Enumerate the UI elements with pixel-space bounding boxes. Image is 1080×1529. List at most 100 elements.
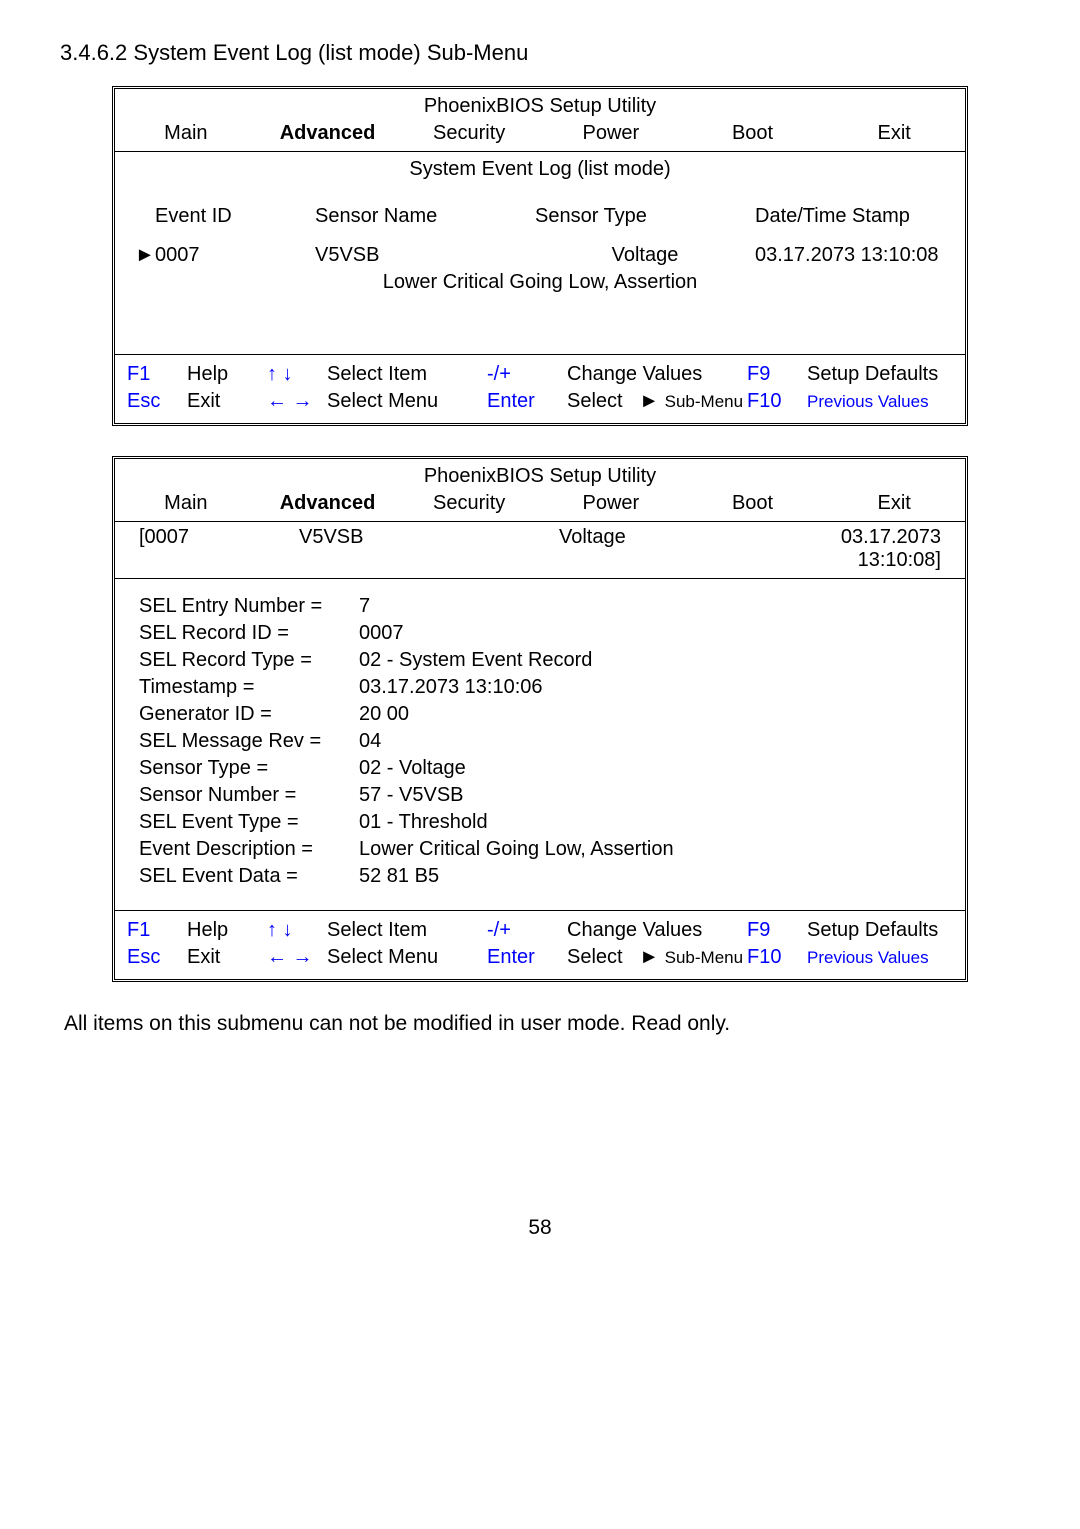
key-f1: F1 (127, 363, 187, 386)
section-heading: 3.4.6.2 System Event Log (list mode) Sub… (60, 40, 1020, 66)
key-arrows-leftright-icon-2: ← → (267, 946, 327, 969)
kv-val: 0007 (359, 620, 941, 647)
kv-val: 52 81 B5 (359, 863, 941, 890)
detail-kv-block: SEL Entry Number =7 SEL Record ID =0007 … (115, 579, 965, 910)
kv-val: 02 - System Event Record (359, 647, 941, 674)
hint-select-item-2: Select Item (327, 919, 487, 942)
kv-key: Generator ID = (139, 701, 359, 728)
hint-submenu-word-2: Sub-Menu (665, 948, 743, 967)
hint-change-values: Change Values (567, 363, 747, 386)
detail-name: V5VSB (299, 526, 519, 572)
event-row[interactable]: ► 0007 V5VSB Voltage 03.17.2073 13:10:08 (115, 238, 965, 271)
key-f10-2: F10 (747, 946, 807, 969)
cell-event-id: 0007 (155, 244, 315, 267)
detail-id: [0007 (139, 526, 299, 572)
key-arrows-leftright-icon: ← → (267, 390, 327, 413)
kv-key: SEL Record ID = (139, 620, 359, 647)
page-number: 58 (60, 1216, 1020, 1240)
submenu-marker-icon: ► (639, 390, 659, 412)
kv-val: 7 (359, 593, 941, 620)
kv-key: SEL Entry Number = (139, 593, 359, 620)
kv-val: 20 00 (359, 701, 941, 728)
kv-key: SEL Event Data = (139, 863, 359, 890)
tab-boot[interactable]: Boot (682, 122, 824, 145)
key-esc: Esc (127, 390, 187, 413)
hint-submenu-word: Sub-Menu (665, 392, 743, 411)
kv-generator-id: Generator ID =20 00 (139, 701, 941, 728)
tab-exit[interactable]: Exit (823, 122, 965, 145)
key-esc-2: Esc (127, 946, 187, 969)
cell-sensor-name: V5VSB (315, 244, 535, 267)
kv-timestamp: Timestamp =03.17.2073 13:10:06 (139, 674, 941, 701)
tab-security-2[interactable]: Security (398, 492, 540, 515)
key-f1-2: F1 (127, 919, 187, 942)
kv-val: 02 - Voltage (359, 755, 941, 782)
kv-sel-record-type: SEL Record Type =02 - System Event Recor… (139, 647, 941, 674)
tab-boot-2[interactable]: Boot (682, 492, 824, 515)
kv-val: 01 - Threshold (359, 809, 941, 836)
hint-change-values-2: Change Values (567, 919, 747, 942)
key-plusminus-2: -/+ (487, 919, 567, 942)
submenu-marker-icon-2: ► (639, 946, 659, 968)
col-sensor-name: Sensor Name (315, 205, 535, 228)
kv-sel-event-data: SEL Event Data =52 81 B5 (139, 863, 941, 890)
key-hints-footer: F1 Help ↑ ↓ Select Item -/+ Change Value… (115, 354, 965, 423)
hint-setup-defaults-2: Setup Defaults (807, 919, 953, 942)
key-enter: Enter (487, 390, 567, 413)
tab-main-2[interactable]: Main (115, 492, 257, 515)
key-hints-footer-2: F1 Help ↑ ↓ Select Item -/+ Change Value… (115, 910, 965, 979)
hint-select-submenu-2: Select ► Sub-Menu (567, 946, 747, 969)
kv-val: 04 (359, 728, 941, 755)
kv-key: Sensor Number = (139, 782, 359, 809)
hint-previous-values-2: Previous Values (807, 948, 953, 968)
tab-power[interactable]: Power (540, 122, 682, 145)
kv-sel-record-id: SEL Record ID =0007 (139, 620, 941, 647)
tab-advanced[interactable]: Advanced (257, 122, 399, 145)
bios-title: PhoenixBIOS Setup Utility (115, 89, 965, 120)
kv-key: Event Description = (139, 836, 359, 863)
tab-exit-2[interactable]: Exit (823, 492, 965, 515)
body-note: All items on this submenu can not be mod… (64, 1012, 1020, 1036)
bios-box-list: PhoenixBIOS Setup Utility Main Advanced … (112, 86, 968, 426)
tab-advanced-2[interactable]: Advanced (257, 492, 399, 515)
column-headers: Event ID Sensor Name Sensor Type Date/Ti… (115, 187, 965, 238)
hint-previous-values: Previous Values (807, 392, 953, 412)
key-plusminus: -/+ (487, 363, 567, 386)
detail-datetime: 03.17.2073 13:10:08] (779, 526, 945, 572)
kv-key: SEL Record Type = (139, 647, 359, 674)
kv-val: Lower Critical Going Low, Assertion (359, 836, 941, 863)
kv-key: SEL Message Rev = (139, 728, 359, 755)
col-event-id: Event ID (155, 205, 315, 228)
hint-help-2: Help (187, 919, 267, 942)
key-f9-2: F9 (747, 919, 807, 942)
kv-sel-message-rev: SEL Message Rev =04 (139, 728, 941, 755)
kv-sensor-number: Sensor Number =57 - V5VSB (139, 782, 941, 809)
col-sensor-type: Sensor Type (535, 205, 755, 228)
tab-security[interactable]: Security (398, 122, 540, 145)
kv-key: Timestamp = (139, 674, 359, 701)
col-datetime: Date/Time Stamp (755, 205, 945, 228)
kv-val: 03.17.2073 13:10:06 (359, 674, 941, 701)
kv-sel-event-type: SEL Event Type =01 - Threshold (139, 809, 941, 836)
bios-box-detail: PhoenixBIOS Setup Utility Main Advanced … (112, 456, 968, 982)
tab-power-2[interactable]: Power (540, 492, 682, 515)
kv-event-description: Event Description =Lower Critical Going … (139, 836, 941, 863)
bios-title-2: PhoenixBIOS Setup Utility (115, 459, 965, 490)
kv-sensor-type: Sensor Type =02 - Voltage (139, 755, 941, 782)
hint-select-word: Select (567, 390, 623, 412)
detail-type: Voltage (519, 526, 779, 572)
hint-select-menu-2: Select Menu (327, 946, 487, 969)
hint-setup-defaults: Setup Defaults (807, 363, 953, 386)
kv-val: 57 - V5VSB (359, 782, 941, 809)
cell-datetime: 03.17.2073 13:10:08 (755, 244, 945, 267)
tab-row-2: Main Advanced Security Power Boot Exit (115, 490, 965, 522)
kv-key: Sensor Type = (139, 755, 359, 782)
hint-select-item: Select Item (327, 363, 487, 386)
tab-main[interactable]: Main (115, 122, 257, 145)
kv-sel-entry-number: SEL Entry Number =7 (139, 593, 941, 620)
key-enter-2: Enter (487, 946, 567, 969)
cell-sensor-type: Voltage (535, 244, 755, 267)
hint-exit: Exit (187, 390, 267, 413)
key-f10: F10 (747, 390, 807, 413)
list-subheader: System Event Log (list mode) (115, 152, 965, 187)
